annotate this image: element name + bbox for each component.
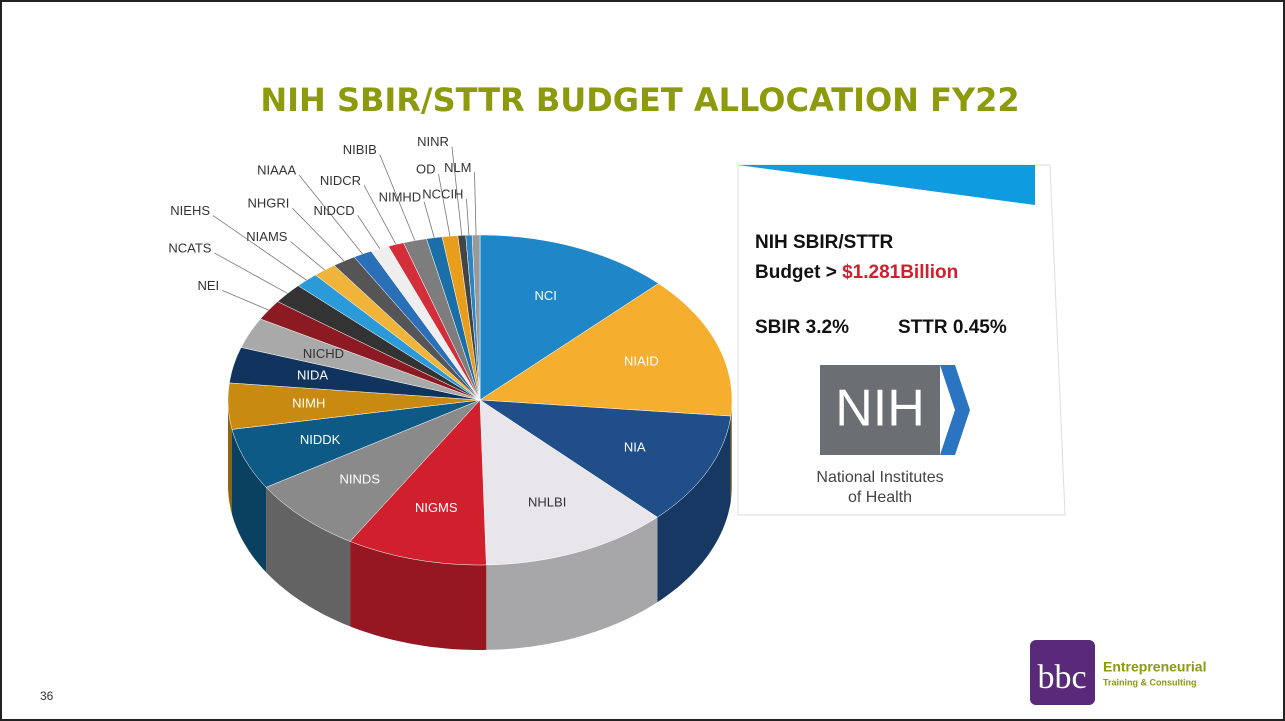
panel-budget: Budget >: [755, 262, 842, 283]
panel-line1: NIH SBIR/STTR: [755, 232, 894, 253]
slice-side: [266, 487, 351, 627]
slice: [479, 283, 733, 417]
slice-label: NIEHS: [170, 203, 210, 218]
slice: [277, 285, 481, 401]
slice-label: NHGRI: [248, 196, 290, 211]
leader-line: [363, 185, 397, 245]
slice-side: [657, 416, 731, 603]
slice-side: [228, 400, 232, 515]
leader-line: [214, 252, 288, 294]
slice-label: NIGMS: [415, 500, 458, 515]
slice: [227, 382, 481, 430]
logo-box: [820, 365, 940, 455]
leader-line: [379, 154, 416, 241]
brand-mark: bbc: [1037, 659, 1086, 696]
leader-line: [438, 173, 451, 237]
slide-title: NIH SBIR/STTR BUDGET ALLOCATION FY22: [260, 81, 1019, 119]
org-name-2: of Health: [848, 489, 912, 506]
leader-line: [451, 146, 463, 236]
slice-label: NIDCR: [320, 173, 361, 188]
leader-line: [423, 201, 435, 238]
slice-label: NIAAA: [257, 163, 296, 178]
slice: [465, 234, 481, 401]
brand-logo: bbc Entrepreneurial Training & Consultin…: [1030, 640, 1206, 705]
slice-label: NLM: [444, 160, 471, 175]
slice: [315, 265, 481, 401]
panel-stripe: [738, 165, 1035, 205]
slice-label: NICHD: [303, 346, 344, 361]
slice: [229, 347, 481, 401]
slice-label: NCI: [535, 288, 557, 303]
org-name-1: National Institutes: [816, 469, 943, 486]
slice-label: NIMHD: [379, 189, 422, 204]
slice: [265, 399, 481, 542]
slice: [479, 399, 732, 518]
panel-bg: [737, 164, 1066, 516]
leader-line: [466, 198, 470, 236]
slice-side: [232, 429, 267, 573]
slice-label: NCATS: [168, 240, 211, 255]
slice-label: NIDA: [297, 368, 328, 383]
slice-label: NEI: [198, 278, 220, 293]
info-panel: NIH SBIR/STTR Budget > $1.281Billion SBI…: [737, 164, 1066, 516]
slice-label: NIA: [624, 440, 646, 455]
slice: [333, 256, 481, 401]
slice-label: OD: [416, 161, 436, 176]
slice: [231, 399, 481, 488]
slice-label: NIMH: [292, 396, 325, 411]
leader-line: [357, 215, 381, 249]
pie-chart: NCI NIAID NIA NHLBI NIGMS NINDS NIDDK NIMH NIDA N…: [168, 134, 733, 650]
slice: [260, 301, 481, 401]
slice-label: NIBIB: [343, 142, 377, 157]
slice-label: NIAMS: [246, 229, 288, 244]
leader-line: [292, 207, 345, 262]
slice: [240, 318, 481, 401]
brand-name: Entrepreneurial: [1103, 659, 1206, 675]
slice-side: [486, 517, 658, 650]
slice-label: NINDS: [340, 471, 381, 486]
page-number: 36: [40, 689, 54, 703]
panel-amount: $1.281Billion: [842, 262, 958, 283]
logo-chevron: [940, 365, 970, 455]
leader-line: [290, 241, 325, 271]
slice-label: NIAID: [624, 354, 659, 369]
slice-label: NHLBI: [528, 495, 566, 510]
brand-tagline: Training & Consulting: [1103, 677, 1197, 687]
slice-label: NCCIH: [422, 186, 463, 201]
slice: [353, 250, 481, 401]
leader-line: [222, 289, 269, 311]
slice-label: NIDCD: [313, 203, 354, 218]
slice: [349, 399, 487, 566]
slice-label: NINR: [417, 134, 449, 149]
panel-sbir: SBIR 3.2%: [755, 317, 849, 338]
leader-line: [298, 174, 363, 255]
slice: [441, 235, 481, 401]
leader-line: [212, 215, 307, 281]
panel-line2: Budget > $1.281Billion: [755, 262, 958, 283]
leader-line: [474, 172, 477, 236]
slice: [479, 399, 658, 566]
slice-label: NIDDK: [300, 432, 341, 447]
slice-side: [350, 541, 487, 650]
panel-sttr: STTR 0.45%: [898, 317, 1007, 338]
brand-box: [1030, 640, 1095, 705]
logo-text: NIH: [835, 380, 925, 438]
slice: [479, 234, 659, 401]
slice-side: [730, 400, 732, 502]
